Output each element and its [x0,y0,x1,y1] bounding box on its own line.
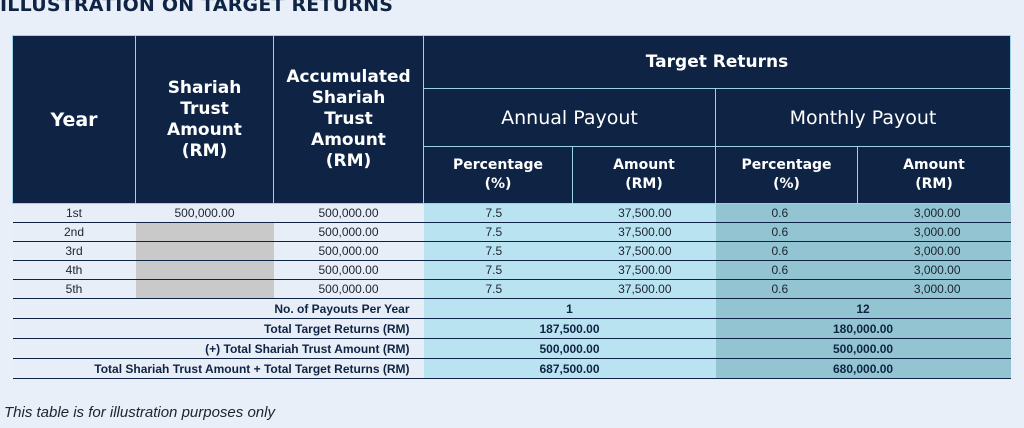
summary-monthly-value: 680,000.00 [715,358,1011,379]
footnote: This table is for illustration purposes … [4,404,275,421]
header-line: (RM) [625,176,663,192]
cell-accumulated: 500,000.00 [273,241,424,261]
header-line: Percentage [452,157,544,173]
header-trust-amount-line: Amount [167,119,242,140]
summary-row-total-returns: Total Target Returns (RM) 187,500.00 180… [12,318,1011,339]
cell-accumulated: 500,000.00 [273,203,424,223]
cell-year: 2nd [12,222,136,242]
cell-year: 3rd [12,241,136,261]
summary-annual-value: 1 [423,298,716,319]
table-row: 1st 500,000.00 500,000.00 7.5 37,500.00 … [12,203,1011,223]
summary-annual-value: 187,500.00 [423,318,716,339]
header-annual-amount: Amount (RM) [572,146,716,204]
cell-annual-amount: 37,500.00 [572,241,716,261]
cell-monthly-amount: 3,000.00 [857,203,1011,223]
page-title: ILLUSTRATION ON TARGET RETURNS [0,0,394,16]
summary-monthly-value: 500,000.00 [715,338,1011,359]
header-accumulated-line: Shariah [311,88,386,108]
cell-year: 5th [12,279,136,299]
cell-annual-amount: 37,500.00 [572,279,716,299]
header-monthly-percentage: Percentage (%) [715,146,858,204]
header-line: (%) [773,176,800,192]
cell-annual-percentage: 7.5 [423,279,573,299]
cell-trust-amount: 500,000.00 [135,203,274,223]
cell-accumulated: 500,000.00 [273,260,424,280]
cell-annual-amount: 37,500.00 [572,222,716,242]
summary-label: No. of Payouts Per Year [12,298,424,319]
cell-annual-percentage: 7.5 [423,203,573,223]
header-annual-percentage: Percentage (%) [423,146,573,204]
header-accumulated: Accumulated Shariah Trust Amount (RM) [273,35,424,204]
header-annual-payout: Annual Payout [423,88,716,147]
cell-accumulated: 500,000.00 [273,279,424,299]
summary-label: (+) Total Shariah Trust Amount (RM) [12,338,424,359]
header-line: Percentage [741,157,832,173]
header-accumulated-line: Accumulated [286,67,411,87]
cell-trust-amount-blank [135,241,274,261]
header-monthly-amount: Amount (RM) [856,146,1012,204]
cell-monthly-amount: 3,000.00 [857,279,1011,299]
summary-row-payouts: No. of Payouts Per Year 1 12 [12,298,1011,319]
table-row: 5th 500,000.00 7.5 37,500.00 0.6 3,000.0… [12,279,1011,299]
cell-year: 1st [12,203,136,223]
cell-accumulated: 500,000.00 [273,222,424,242]
summary-label: Total Shariah Trust Amount + Total Targe… [12,358,424,379]
cell-trust-amount-blank [135,222,274,242]
header-monthly-payout: Monthly Payout [714,88,1012,147]
cell-annual-amount: 37,500.00 [572,260,716,280]
header-line: Amount [903,157,965,173]
cell-annual-percentage: 7.5 [423,241,573,261]
cell-monthly-percentage: 0.6 [715,203,858,223]
summary-monthly-value: 12 [715,298,1011,319]
cell-monthly-amount: 3,000.00 [857,241,1011,261]
cell-monthly-percentage: 0.6 [715,241,858,261]
header-year: Year [12,35,136,204]
header-accumulated-line: Trust [324,109,373,129]
summary-row-grand-total: Total Shariah Trust Amount + Total Targe… [12,358,1011,379]
header-trust-amount-line: Shariah [167,77,242,98]
header-line: Amount [613,157,675,173]
header-line: (RM) [915,176,953,192]
cell-monthly-amount: 3,000.00 [857,222,1011,242]
summary-annual-value: 500,000.00 [423,338,716,359]
header-trust-amount-line: Trust [180,98,229,119]
cell-annual-percentage: 7.5 [423,260,573,280]
header-trust-amount: Shariah Trust Amount (RM) [135,35,274,204]
cell-annual-amount: 37,500.00 [572,203,716,223]
header-line: (%) [484,176,512,192]
cell-trust-amount-blank [135,260,274,280]
cell-monthly-percentage: 0.6 [715,260,858,280]
cell-monthly-percentage: 0.6 [715,279,858,299]
header-accumulated-line: (RM) [325,151,372,171]
cell-monthly-amount: 3,000.00 [857,260,1011,280]
cell-year: 4th [12,260,136,280]
table-row: 2nd 500,000.00 7.5 37,500.00 0.6 3,000.0… [12,222,1011,242]
header-trust-amount-line: (RM) [181,140,228,161]
cell-trust-amount-blank [135,279,274,299]
summary-row-trust-amount: (+) Total Shariah Trust Amount (RM) 500,… [12,338,1011,359]
table-row: 3rd 500,000.00 7.5 37,500.00 0.6 3,000.0… [12,241,1011,261]
header-accumulated-line: Amount [311,130,386,150]
table-row: 4th 500,000.00 7.5 37,500.00 0.6 3,000.0… [12,260,1011,280]
summary-monthly-value: 180,000.00 [715,318,1011,339]
cell-annual-percentage: 7.5 [423,222,573,242]
summary-label: Total Target Returns (RM) [12,318,424,339]
cell-monthly-percentage: 0.6 [715,222,858,242]
summary-annual-value: 687,500.00 [423,358,716,379]
header-target-returns: Target Returns [422,35,1012,89]
target-returns-table: Year Shariah Trust Amount (RM) Accumulat… [12,35,1012,379]
